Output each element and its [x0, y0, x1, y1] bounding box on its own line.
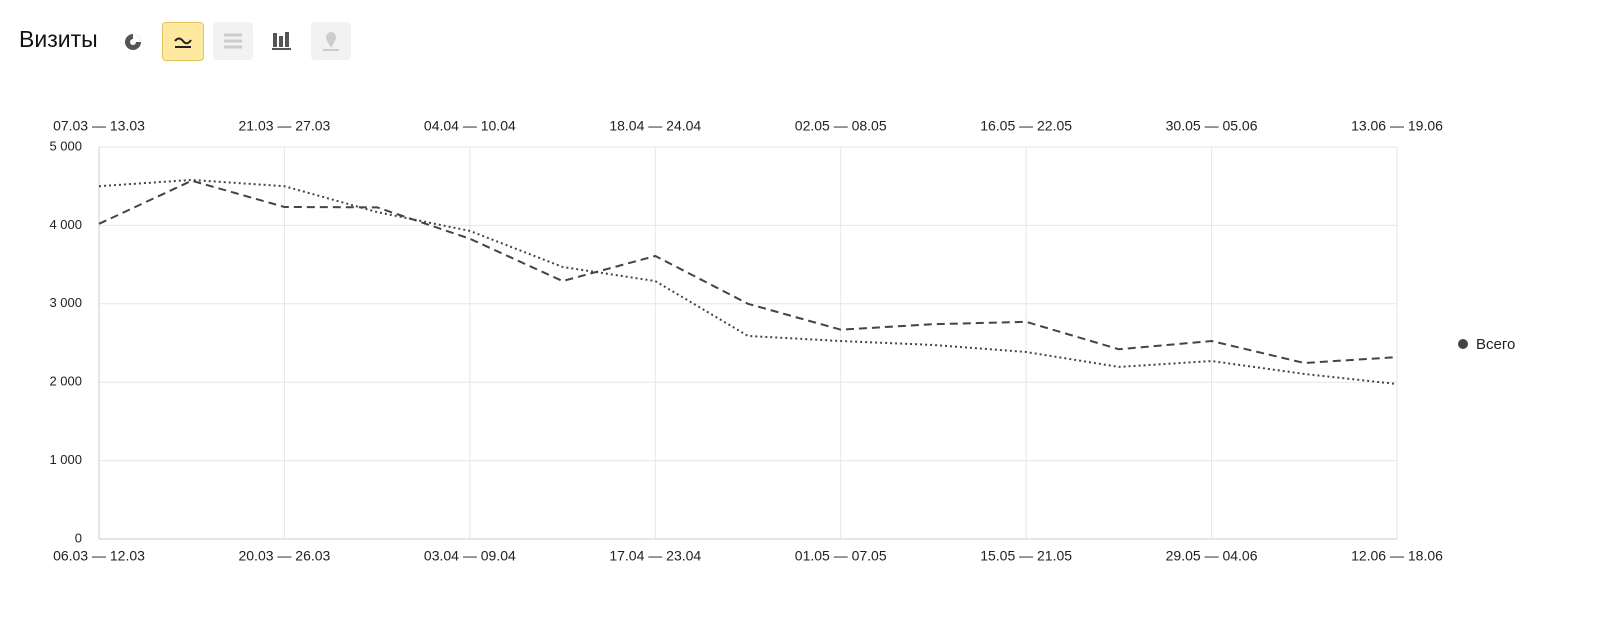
pie-icon [125, 34, 141, 50]
x-tick-label-top: 16.05 — 22.05 [980, 118, 1072, 134]
x-tick-label-top: 02.05 — 08.05 [795, 118, 887, 134]
pie-button[interactable] [113, 22, 153, 60]
x-tick-label: 15.05 — 21.05 [980, 548, 1072, 564]
line-button[interactable] [162, 22, 204, 61]
x-tick-label-top: 13.06 — 19.06 [1351, 118, 1443, 134]
series-line [98, 179, 1398, 364]
x-tick-label-top: 30.05 — 05.06 [1166, 118, 1258, 134]
y-tick-label: 3 000 [49, 295, 82, 310]
line-icon [174, 37, 192, 48]
legend-label: Всего [1476, 336, 1515, 353]
x-tick-label-top: 21.03 — 27.03 [238, 118, 330, 134]
x-tick-label: 20.03 — 26.03 [238, 548, 330, 564]
title: Визиты [19, 26, 98, 52]
x-tick-label: 12.06 — 18.06 [1351, 548, 1443, 564]
series-line [98, 178, 1398, 385]
area-icon [224, 33, 242, 49]
x-tick-label: 03.04 — 09.04 [424, 548, 516, 564]
y-tick-label: 2 000 [49, 374, 82, 389]
y-tick-label: 5 000 [49, 138, 82, 153]
bar-button[interactable] [262, 22, 302, 60]
x-tick-label: 17.04 — 23.04 [609, 548, 701, 564]
x-tick-label-top: 07.03 — 13.03 [53, 118, 145, 134]
x-tick-label: 06.03 — 12.03 [53, 548, 145, 564]
y-tick-label: 1 000 [49, 452, 82, 467]
x-tick-label: 29.05 — 04.06 [1166, 548, 1258, 564]
x-tick-label: 01.05 — 07.05 [795, 548, 887, 564]
bar-icon [272, 32, 291, 50]
y-tick-label: 4 000 [49, 217, 82, 232]
legend-marker [1458, 339, 1468, 349]
map-button[interactable] [311, 22, 351, 60]
x-tick-label-top: 04.04 — 10.04 [424, 118, 516, 134]
x-tick-label-top: 18.04 — 24.04 [609, 118, 701, 134]
map-icon [323, 32, 339, 51]
y-tick-label: 0 [75, 530, 82, 545]
area-button[interactable] [213, 22, 253, 60]
